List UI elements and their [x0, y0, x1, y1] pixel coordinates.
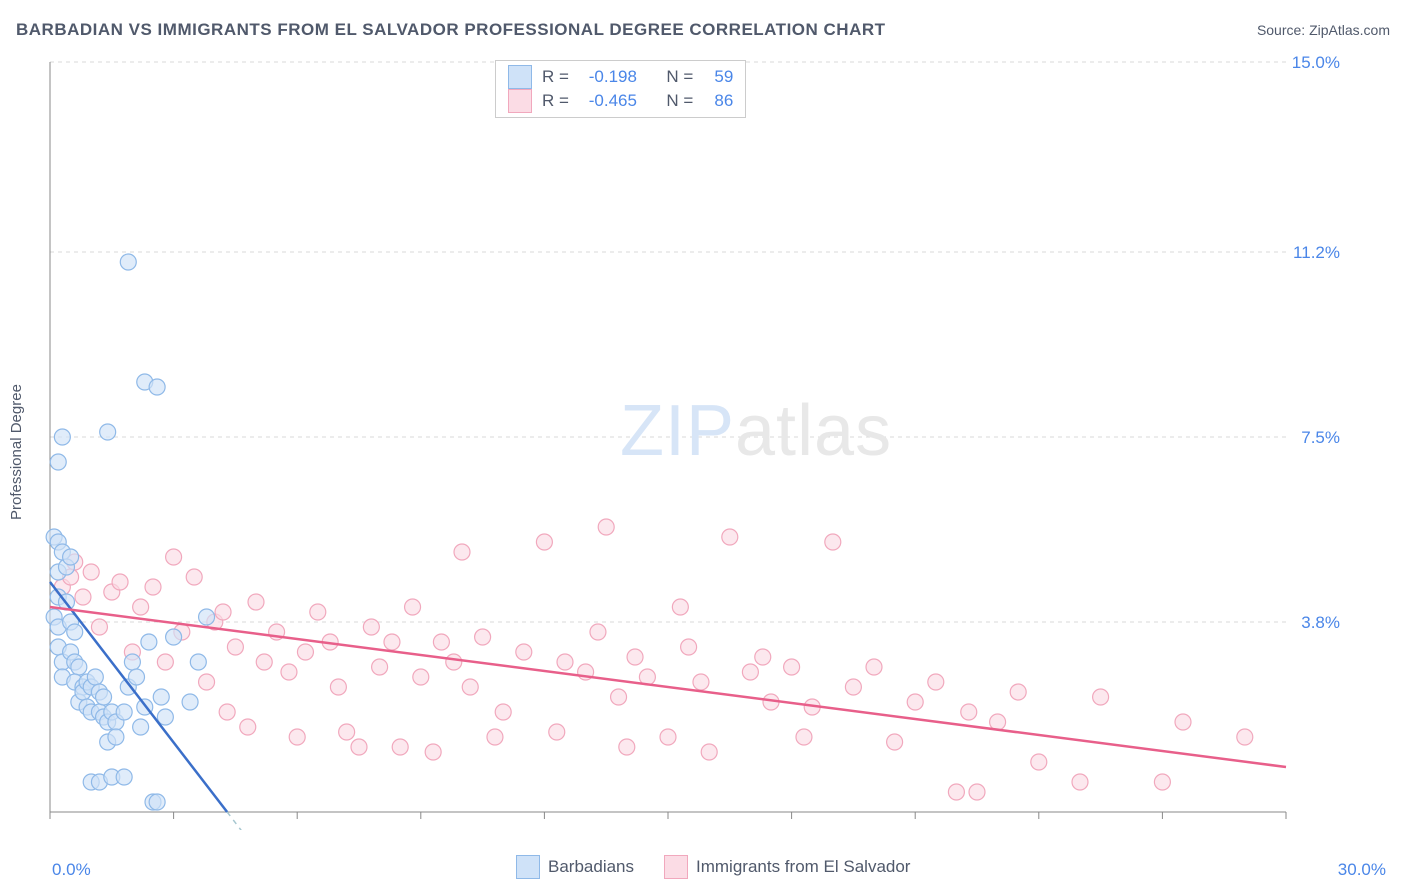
series-legend: Barbadians Immigrants from El Salvador: [516, 855, 910, 879]
r-label: R =: [542, 65, 569, 89]
svg-text:7.5%: 7.5%: [1301, 428, 1340, 447]
y-axis-label: Professional Degree: [8, 384, 25, 520]
plot-area: 3.8% 7.5% 11.2% 15.0%: [44, 56, 1346, 830]
correlation-legend-row: R = -0.465 N = 86: [508, 89, 733, 113]
series-legend-label: Immigrants from El Salvador: [696, 857, 910, 877]
r-label: R =: [542, 89, 569, 113]
n-value: 86: [703, 89, 733, 113]
chart-title: BARBADIAN VS IMMIGRANTS FROM EL SALVADOR…: [16, 20, 886, 40]
scatter-chart: 3.8% 7.5% 11.2% 15.0%: [44, 56, 1346, 830]
legend-swatch: [664, 855, 688, 879]
series-legend-label: Barbadians: [548, 857, 634, 877]
source-label: Source: ZipAtlas.com: [1257, 22, 1390, 38]
n-value: 59: [703, 65, 733, 89]
correlation-legend: R = -0.198 N = 59 R = -0.465 N = 86: [495, 60, 746, 118]
correlation-legend-row: R = -0.198 N = 59: [508, 65, 733, 89]
svg-text:3.8%: 3.8%: [1301, 613, 1340, 632]
legend-swatch: [516, 855, 540, 879]
x-axis-min-label: 0.0%: [52, 860, 91, 880]
n-label: N =: [666, 89, 693, 113]
r-value: -0.198: [579, 65, 637, 89]
legend-swatch: [508, 89, 532, 113]
legend-swatch: [508, 65, 532, 89]
series-legend-item: Immigrants from El Salvador: [664, 855, 910, 879]
n-label: N =: [666, 65, 693, 89]
r-value: -0.465: [579, 89, 637, 113]
x-axis-max-label: 30.0%: [1338, 860, 1386, 880]
svg-text:11.2%: 11.2%: [1293, 243, 1340, 262]
series-legend-item: Barbadians: [516, 855, 634, 879]
svg-text:15.0%: 15.0%: [1292, 56, 1340, 72]
